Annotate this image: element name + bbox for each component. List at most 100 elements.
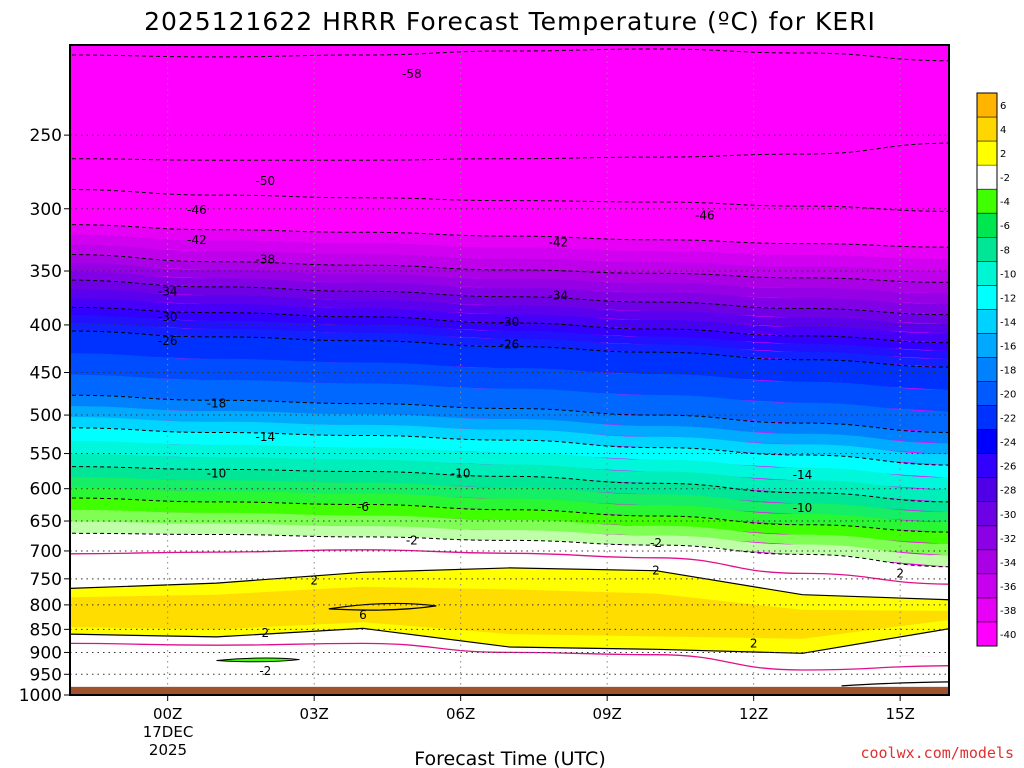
plot-area: -58-50-46 -46-42 -42-38-34 -34-30 -30-26 -26-… — [70, 45, 949, 695]
colorbar-swatch — [977, 165, 997, 190]
y-tick-label: 700 — [30, 542, 62, 562]
colorbar-label: -26 — [1000, 462, 1016, 473]
colorbar-label: -28 — [1000, 486, 1016, 497]
contour-label: 2 — [750, 636, 758, 650]
temperature-band — [70, 440, 949, 490]
colorbar-label: 4 — [1000, 125, 1006, 136]
colorbar-label: -18 — [1000, 366, 1016, 377]
colorbar-label: -10 — [1000, 269, 1016, 280]
colorbar-swatch — [977, 501, 997, 527]
y-tick-label: 800 — [30, 596, 62, 616]
colorbar-label: -24 — [1000, 438, 1016, 449]
colorbar-swatch — [977, 381, 997, 407]
x-tick-label: 15Z — [885, 705, 914, 723]
contour-label: -42 — [549, 235, 569, 249]
date-label-year: 2025 — [149, 741, 187, 759]
temperature-band — [70, 262, 949, 305]
zero-degree-line-upper — [70, 549, 949, 585]
contour-label: -14 — [793, 468, 813, 482]
temperature-band — [70, 289, 949, 334]
contour-label: -34 — [158, 284, 178, 298]
contour-label: -2 — [650, 536, 662, 550]
contour-label: -46 — [187, 203, 207, 217]
colorbar-swatch — [977, 621, 997, 647]
contour-label: -10 — [793, 501, 813, 515]
isotherm--58 — [70, 48, 949, 62]
isotherm--18 — [70, 394, 949, 433]
colorbar-label: -16 — [1000, 341, 1016, 352]
y-tick-label: 350 — [30, 262, 62, 282]
temperature-band — [70, 298, 949, 343]
contour-label: 2 — [310, 573, 318, 587]
colorbar-swatch — [977, 213, 997, 238]
x-tick-label: 06Z — [446, 705, 475, 723]
x-tick-label: 09Z — [592, 705, 621, 723]
isotherm--26 — [70, 330, 949, 368]
y-tick-label: 1000 — [19, 686, 62, 706]
isotherm-lines — [70, 48, 949, 568]
surface-2c-contour — [841, 681, 949, 687]
colorbar-swatch — [977, 525, 997, 551]
colorbar-label: -32 — [1000, 534, 1016, 545]
x-tick-label: 03Z — [299, 705, 328, 723]
colorbar-swatch — [977, 117, 997, 142]
contour-label: 2 — [896, 566, 904, 580]
colorbar-swatch — [977, 189, 997, 214]
x-tick-label: 00Z — [153, 705, 182, 723]
colorbar-label: -12 — [1000, 293, 1016, 304]
grid-lines — [70, 45, 949, 695]
x-axis-label: Forecast Time (UTC) — [414, 748, 605, 768]
temperature-band — [70, 244, 949, 283]
temperature-band — [70, 477, 949, 523]
temperature-band — [70, 521, 949, 567]
colorbar-label: -20 — [1000, 390, 1016, 401]
colorbar-swatch — [977, 237, 997, 262]
temperature-band — [70, 353, 949, 412]
temperature-band — [70, 453, 949, 502]
colorbar-swatch — [977, 357, 997, 383]
contour-label: -2 — [259, 664, 271, 678]
colorbar-swatch — [977, 285, 997, 310]
contour-label: -30 — [158, 310, 178, 324]
contour-label: -58 — [402, 67, 422, 81]
y-tick-label: 300 — [30, 200, 62, 220]
y-tick-label: 900 — [30, 643, 62, 663]
colorbar-label: -40 — [1000, 630, 1016, 641]
colorbar-label: -38 — [1000, 606, 1016, 617]
isotherm--30 — [70, 306, 949, 344]
y-tick-label: 950 — [30, 665, 62, 685]
y-axis-ticks: 250 300 350 400 450 500 550 600 650 700 750 800 850 9… — [19, 126, 70, 706]
contour-labels: -58-50-46 -46-42 -42-38-34 -34-30 -30-26 -26-… — [158, 67, 904, 678]
chart-title: 2025121622 HRRR Forecast Temperature (ºC… — [144, 7, 876, 36]
credit-text: coolwx.com/models — [860, 744, 1014, 762]
isotherm--38 — [70, 254, 949, 283]
colorbar-swatch — [977, 261, 997, 286]
y-tick-label: 550 — [30, 445, 62, 465]
contour-label: 6 — [359, 608, 367, 622]
y-tick-label: 400 — [30, 316, 62, 336]
contour-label: -34 — [549, 289, 569, 303]
colorbar-label: -36 — [1000, 582, 1016, 593]
temperature-band — [70, 374, 949, 433]
isotherm--50 — [70, 142, 949, 161]
isotherm--42 — [70, 224, 949, 248]
contour-label: -10 — [207, 467, 227, 481]
colorbar-label: -6 — [1000, 221, 1010, 232]
colorbar-label: -2 — [1000, 173, 1010, 184]
colorbar-swatch — [977, 405, 997, 431]
y-tick-label: 850 — [30, 620, 62, 640]
terrain — [70, 686, 949, 695]
colorbar-swatch — [977, 549, 997, 575]
contour-label: -38 — [256, 252, 276, 266]
isotherm--2 — [70, 532, 949, 568]
colorbar-swatch — [977, 333, 997, 358]
contour-label: -46 — [695, 208, 715, 222]
temperature-band — [70, 416, 949, 466]
contour-label: -14 — [256, 430, 276, 444]
temperature-band — [70, 487, 949, 533]
x-tick-label: 12Z — [739, 705, 768, 723]
y-tick-label: 250 — [30, 126, 62, 146]
colorbar-label: 6 — [1000, 101, 1006, 112]
contour-label: -6 — [357, 500, 369, 514]
